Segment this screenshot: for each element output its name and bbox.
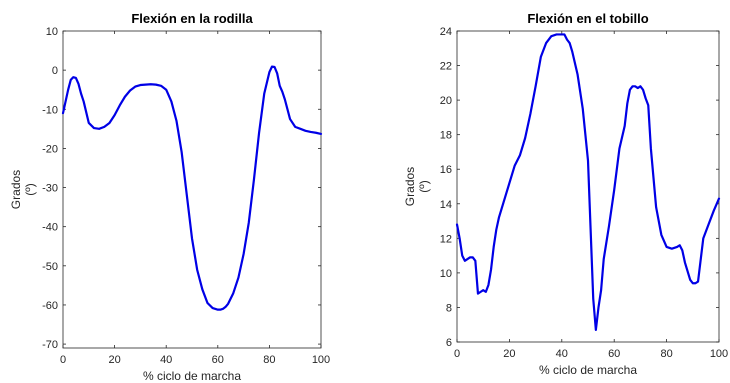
ankle-y-tick-label: 22: [440, 61, 452, 73]
knee-chart-title: Flexión en la rodilla: [131, 11, 253, 26]
ankle-y-tick-label: 8: [446, 302, 452, 314]
knee-flexion-plot: Flexión en la rodilla 0 20 40 60 80 100 100-1…: [9, 11, 330, 383]
knee-x-tick-label: 60: [212, 354, 224, 366]
ankle-flexion-line: [455, 33, 721, 332]
ankle-y-tick-label: 24: [440, 26, 452, 38]
ankle-x-tick-label: 0: [454, 348, 460, 360]
ankle-y-tick-label: 12: [440, 233, 452, 245]
knee-y-tick-label: -70: [42, 339, 58, 351]
ankle-x-tick-label: 40: [556, 348, 568, 360]
ankle-x-tick-label: 20: [503, 348, 515, 360]
knee-y-tick-label: -40: [42, 222, 58, 234]
knee-x-tick-label: 20: [108, 354, 120, 366]
ankle-x-axis: 0 20 40 60 80 100: [454, 31, 728, 360]
knee-x-axis: 0 20 40 60 80 100: [60, 31, 330, 366]
ankle-y-tick-label: 14: [440, 199, 452, 211]
ankle-x-tick-label: 80: [660, 348, 672, 360]
ankle-y-axis: 24 22 20 18 16 14 12 10 8 6: [440, 26, 719, 349]
ankle-y-tick-label: 18: [440, 130, 452, 142]
knee-y-axis-label-unit: (º): [23, 183, 37, 195]
knee-x-tick-label: 0: [60, 354, 66, 366]
ankle-y-tick-label: 10: [440, 268, 452, 280]
ankle-y-tick-label: 20: [440, 95, 452, 107]
knee-y-tick-label: -20: [42, 143, 58, 155]
knee-y-axis: 10 0 -10 -20 -30 -40 -50 -60 -70: [42, 26, 321, 351]
ankle-y-tick-label: 6: [446, 337, 452, 349]
knee-flexion-line: [61, 65, 323, 311]
knee-y-tick-label: 0: [52, 65, 58, 77]
knee-x-axis-label: % ciclo de marcha: [143, 369, 241, 383]
ankle-x-axis-label: % ciclo de marcha: [539, 363, 637, 377]
knee-x-tick-label: 40: [160, 354, 172, 366]
knee-plot-frame: [62, 30, 322, 349]
knee-y-tick-label: -30: [42, 183, 58, 195]
knee-y-tick-label: 10: [46, 26, 58, 38]
knee-y-axis-label-grados: Grados: [9, 170, 23, 209]
knee-x-tick-label: 80: [263, 354, 275, 366]
ankle-flexion-plot: Flexión en el tobillo 0 20 40 60 80 100 24222…: [403, 11, 728, 377]
knee-y-tick-label: -10: [42, 104, 58, 116]
knee-y-tick-label: -50: [42, 261, 58, 273]
ankle-y-tick-label: 16: [440, 164, 452, 176]
ankle-chart-title: Flexión en el tobillo: [527, 11, 648, 26]
knee-y-tick-label: -60: [42, 300, 58, 312]
ankle-x-tick-label: 60: [608, 348, 620, 360]
ankle-y-axis-label-grados: Grados: [403, 167, 417, 206]
knee-x-tick-label: 100: [312, 354, 330, 366]
ankle-y-axis-label-unit: (º): [417, 180, 431, 192]
ankle-x-tick-label: 100: [710, 348, 728, 360]
